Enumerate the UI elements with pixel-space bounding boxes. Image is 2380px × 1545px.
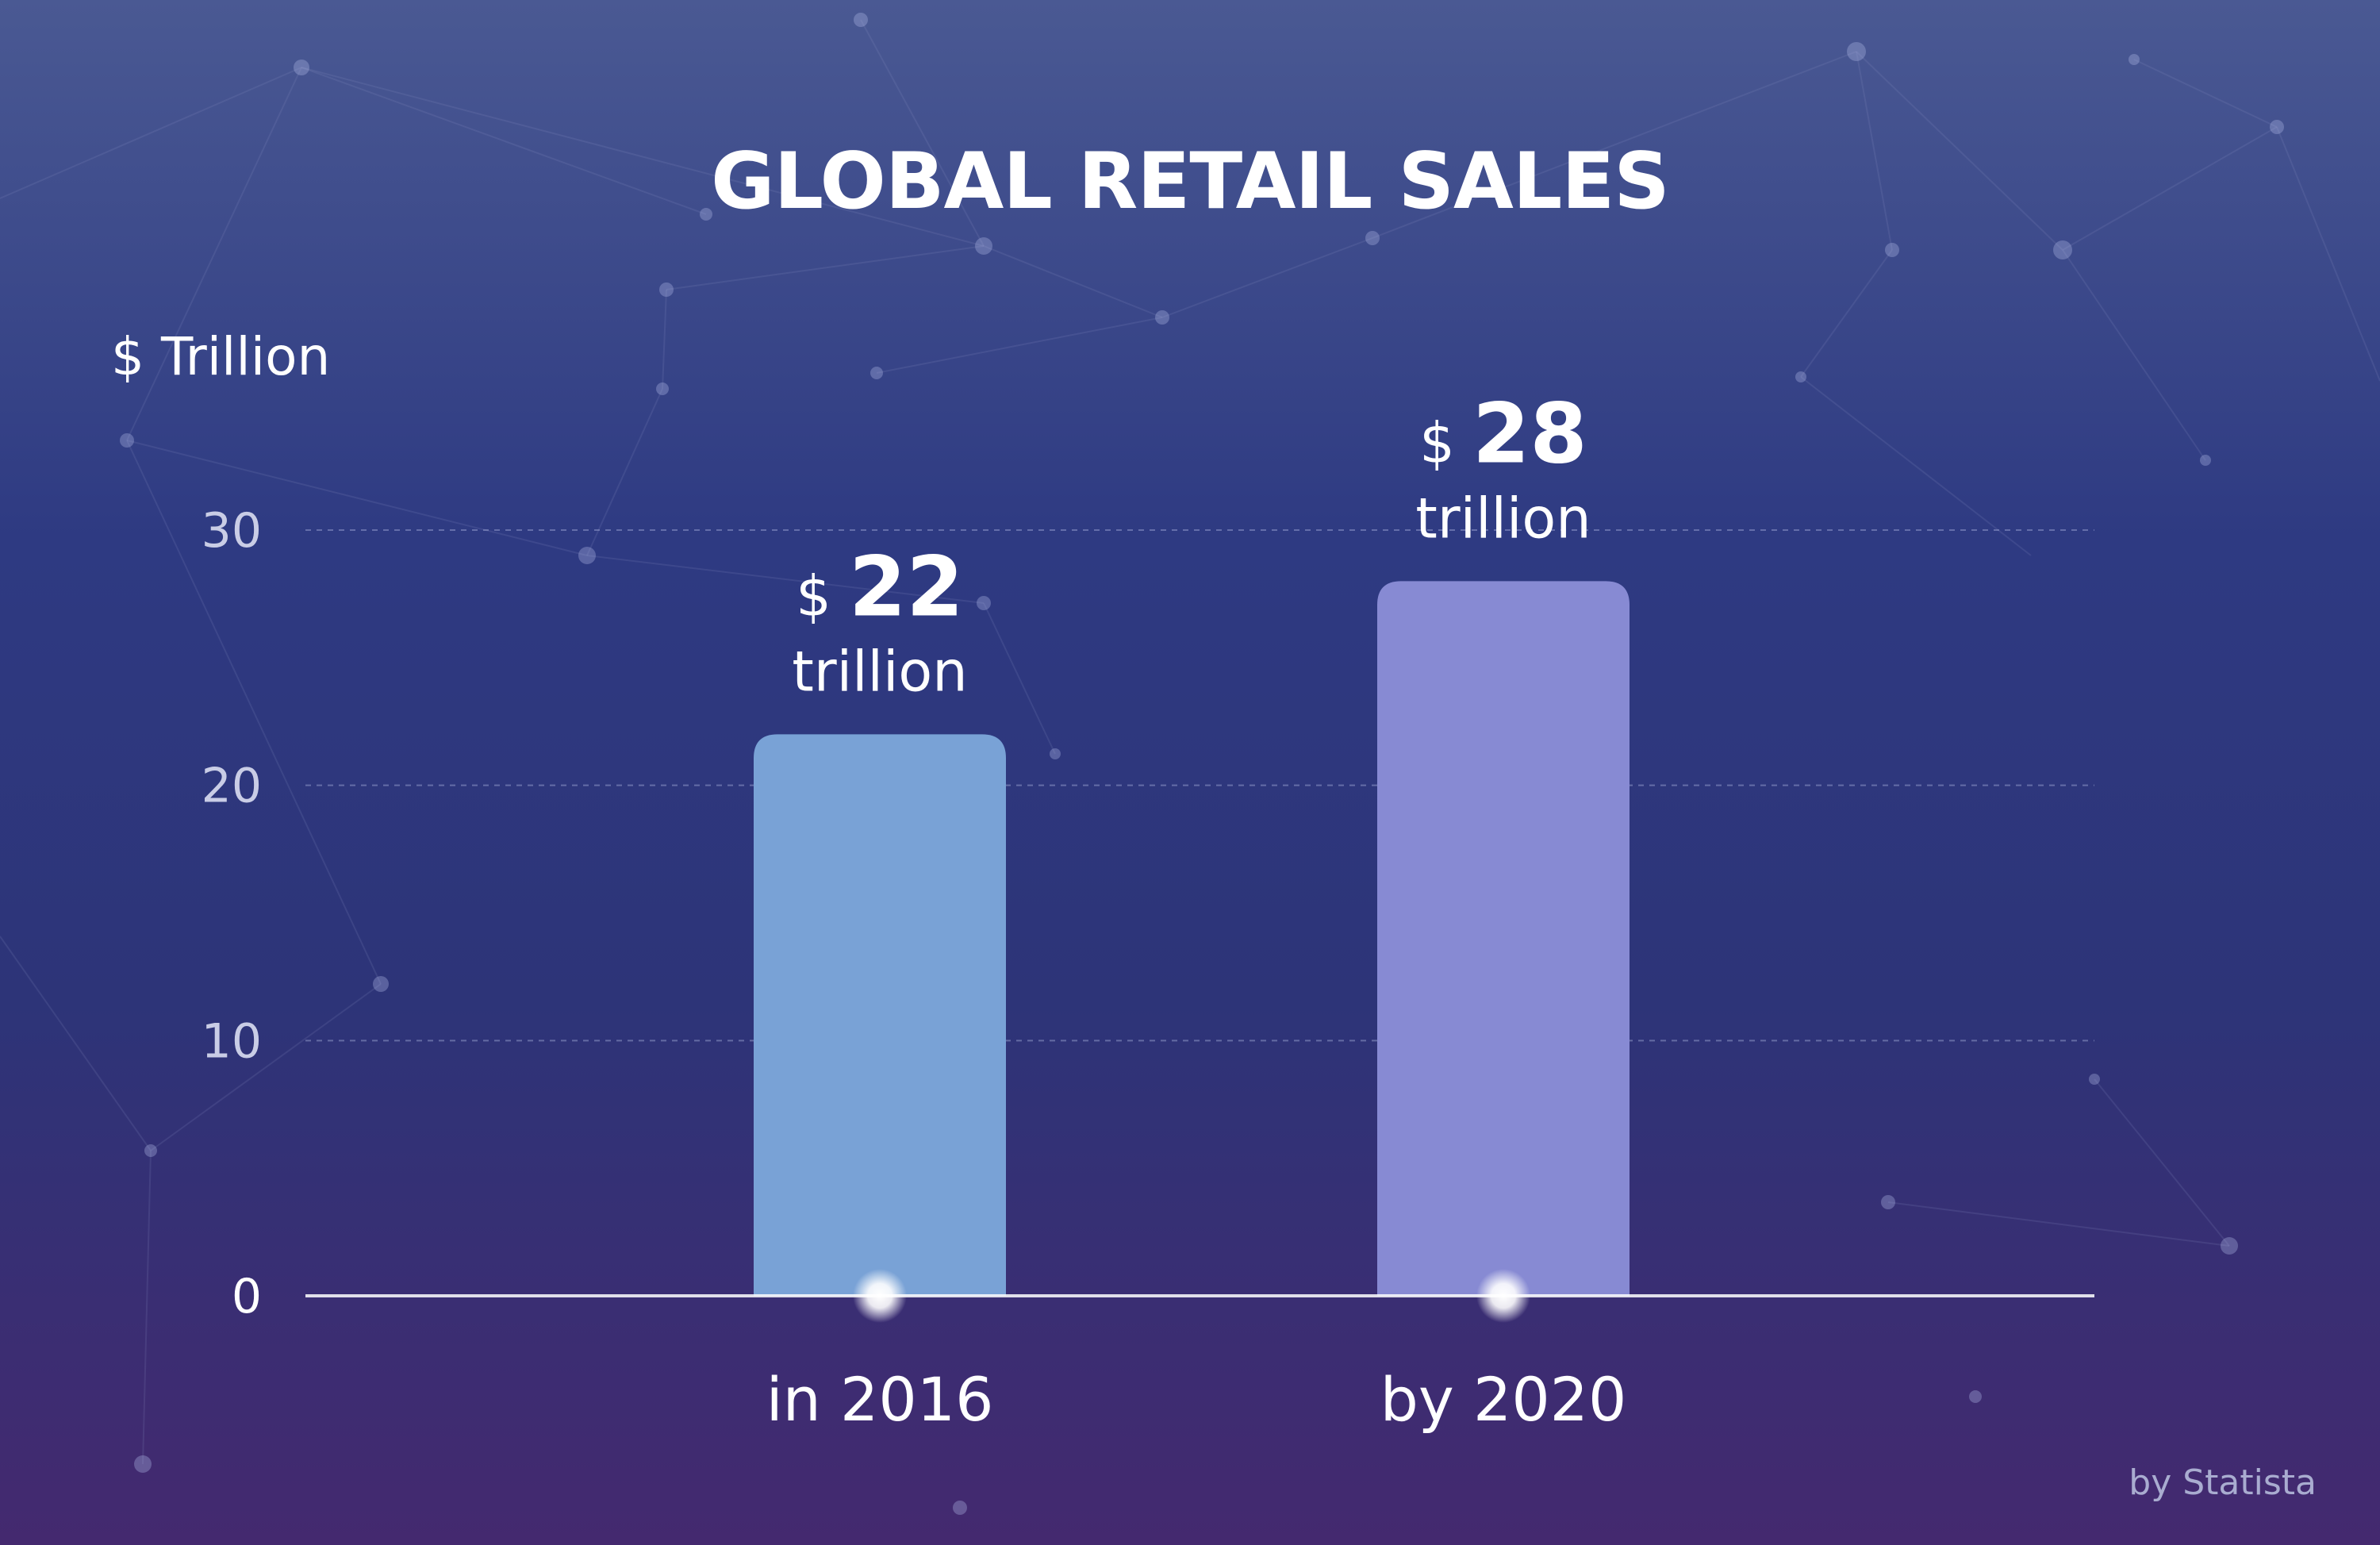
y-tick-label: 30: [202, 503, 262, 559]
y-axis-ticks: 0 10 20 30: [202, 503, 262, 1324]
x-category-label: by 2020: [1380, 1364, 1627, 1435]
bars: [754, 581, 1630, 1296]
y-tick-label: 20: [202, 759, 262, 814]
glow-dot: [1476, 1269, 1530, 1323]
data-label-unit: trillion: [1415, 486, 1591, 551]
glow-dot: [853, 1269, 907, 1323]
bar: [754, 734, 1006, 1296]
data-label-value: $ 28: [1419, 385, 1587, 482]
data-label-value: $ 22: [796, 538, 964, 635]
category-labels: in 2016 by 2020: [766, 1364, 1627, 1435]
bar: [1377, 581, 1630, 1296]
x-category-label: in 2016: [766, 1364, 994, 1435]
y-tick-label: 0: [232, 1269, 262, 1324]
y-tick-label: 10: [202, 1013, 262, 1069]
gridlines: [305, 529, 2094, 1042]
chart-title: GLOBAL RETAIL SALES: [711, 136, 1669, 227]
data-label-unit: trillion: [792, 639, 967, 704]
baseline-glow-dots: [853, 1269, 1530, 1323]
y-axis-unit-label: $ Trillion: [111, 326, 330, 387]
source-credit: by Statista: [2129, 1462, 2317, 1503]
